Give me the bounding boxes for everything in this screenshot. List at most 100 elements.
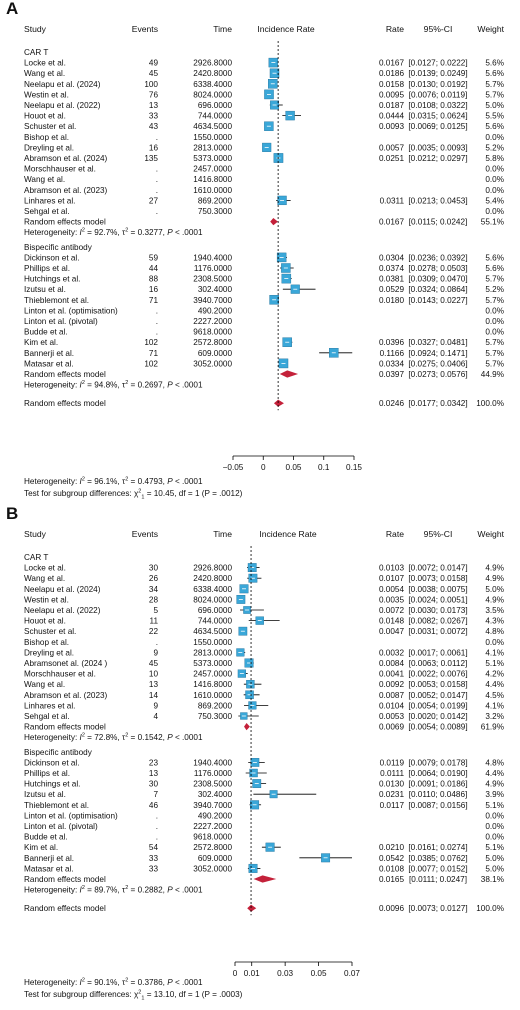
overall-heterogeneity: Heterogeneity: I2 = 96.1%, τ2 = 0.4793, … xyxy=(24,477,203,487)
study-ci: [0.0275; 0.0406] xyxy=(408,359,467,368)
overall-diamond xyxy=(247,905,256,912)
study-weight: 0.0% xyxy=(485,175,504,184)
study-time: 1940.4000 xyxy=(193,758,232,767)
study-name: Phillips et al. xyxy=(24,264,70,273)
study-events: 135 xyxy=(144,154,158,163)
study-rate: 0.0186 xyxy=(379,69,404,78)
header-plot: Incidence Rate xyxy=(257,24,315,34)
study-name: Linton et al. (optimisation) xyxy=(24,811,118,820)
study-weight: 5.2% xyxy=(485,143,504,152)
study-time: 2457.0000 xyxy=(193,670,232,679)
study-events: . xyxy=(156,306,158,315)
study-name: Sehgal et al. xyxy=(24,207,70,216)
study-weight: 5.6% xyxy=(485,253,504,262)
study-weight: 5.5% xyxy=(485,112,504,121)
study-name: Bannerji et al. xyxy=(24,854,74,863)
study-name: Neelapu et al. (2024) xyxy=(24,585,101,594)
study-time: 2926.8000 xyxy=(193,59,232,68)
study-time: 1610.0000 xyxy=(193,691,232,700)
study-time: 9618.0000 xyxy=(193,328,232,337)
study-time: 490.2000 xyxy=(198,306,233,315)
subgroup-heterogeneity: Heterogeneity: I2 = 89.7%, τ2 = 0.2882, … xyxy=(24,885,203,895)
study-weight: 5.2% xyxy=(485,285,504,294)
study-events: 71 xyxy=(149,296,159,305)
study-rate: 0.0108 xyxy=(379,864,404,873)
study-ci: [0.0076; 0.0119] xyxy=(409,90,468,99)
study-name: Phillips et al. xyxy=(24,769,70,778)
study-weight: 4.1% xyxy=(485,701,504,710)
study-events: 46 xyxy=(149,801,159,810)
study-time: 3052.0000 xyxy=(193,359,232,368)
study-events: . xyxy=(156,328,158,337)
study-time: 1610.0000 xyxy=(193,186,232,195)
study-weight: 4.4% xyxy=(485,769,504,778)
study-name: Wang et al. xyxy=(24,175,65,184)
subgroup-pooled-label: Random effects model xyxy=(24,370,106,379)
study-time: 869.2000 xyxy=(198,196,233,205)
study-time: 5373.0000 xyxy=(193,154,232,163)
study-name: Schuster et al. xyxy=(24,122,76,131)
study-ci: [0.0161; 0.0274] xyxy=(408,843,467,852)
study-events: . xyxy=(156,207,158,216)
study-rate: 0.0311 xyxy=(380,196,405,205)
study-name: Linhares et al. xyxy=(24,701,75,710)
study-rate: 0.0092 xyxy=(379,680,404,689)
study-events: . xyxy=(156,822,158,831)
subgroup-pooled-rate: 0.0167 xyxy=(379,218,404,227)
study-name: Hutchings et al. xyxy=(24,780,80,789)
study-weight: 0.0% xyxy=(485,328,504,337)
study-rate: 0.0087 xyxy=(379,691,404,700)
overall-diamond xyxy=(274,400,284,407)
study-name: Kim et al. xyxy=(24,843,58,852)
study-time: 1550.0000 xyxy=(193,638,232,647)
study-rate: 0.0103 xyxy=(379,564,404,573)
study-weight: 0.0% xyxy=(485,638,504,647)
study-name: Abramson et al. (2023) xyxy=(24,691,108,700)
study-events: 30 xyxy=(149,564,159,573)
study-weight: 5.0% xyxy=(485,864,504,873)
study-rate: 0.0251 xyxy=(379,154,404,163)
study-weight: 5.6% xyxy=(485,122,504,131)
study-name: Hutchings et al. xyxy=(24,275,80,284)
study-time: 2308.5000 xyxy=(193,275,232,284)
study-ci: [0.0053; 0.0158] xyxy=(408,680,467,689)
study-name: Bannerji et al. xyxy=(24,349,74,358)
study-name: Budde et al. xyxy=(24,833,68,842)
overall-heterogeneity: Heterogeneity: I2 = 90.1%, τ2 = 0.3786, … xyxy=(24,978,203,988)
study-name: Bishop et al. xyxy=(24,133,69,142)
study-weight: 4.4% xyxy=(485,680,504,689)
study-weight: 0.0% xyxy=(485,833,504,842)
study-rate: 0.0304 xyxy=(379,253,404,262)
overall-pooled-rate: 0.0096 xyxy=(379,904,404,913)
study-rate: 0.0396 xyxy=(379,338,404,347)
study-rate: 0.0054 xyxy=(379,585,404,594)
study-weight: 5.7% xyxy=(485,349,504,358)
subgroup-diamond xyxy=(280,370,298,377)
study-rate: 0.0072 xyxy=(379,606,404,615)
study-time: 2227.2000 xyxy=(193,317,232,326)
study-weight: 4.9% xyxy=(485,564,504,573)
subgroup-pooled-rate: 0.0165 xyxy=(379,875,404,884)
panel-label: B xyxy=(6,504,18,523)
subgroup-pooled-ci: [0.0054; 0.0089] xyxy=(408,723,467,732)
study-weight: 4.9% xyxy=(485,574,504,583)
subgroup-difference-test: Test for subgroup differences: χ21 = 13.… xyxy=(24,990,243,1002)
x-axis-tick-label: 0.03 xyxy=(277,969,293,978)
study-rate: 0.0104 xyxy=(379,701,404,710)
study-weight: 4.1% xyxy=(485,648,504,657)
study-rate: 0.0117 xyxy=(380,801,405,810)
study-name: Locke et al. xyxy=(24,564,66,573)
study-name: Abramson et al. (2024) xyxy=(24,154,108,163)
study-rate: 0.0035 xyxy=(379,595,404,604)
subgroup-pooled-label: Random effects model xyxy=(24,218,106,227)
study-weight: 3.5% xyxy=(485,606,504,615)
study-events: 88 xyxy=(149,275,159,284)
study-time: 1176.0000 xyxy=(194,264,233,273)
study-weight: 0.0% xyxy=(485,811,504,820)
study-rate: 0.0180 xyxy=(379,296,404,305)
study-time: 2420.8000 xyxy=(193,574,232,583)
study-ci: [0.0110; 0.0486] xyxy=(409,790,468,799)
study-name: Dreyling et al. xyxy=(24,648,74,657)
study-weight: 4.2% xyxy=(485,670,504,679)
study-name: Izutsu et al. xyxy=(24,790,66,799)
